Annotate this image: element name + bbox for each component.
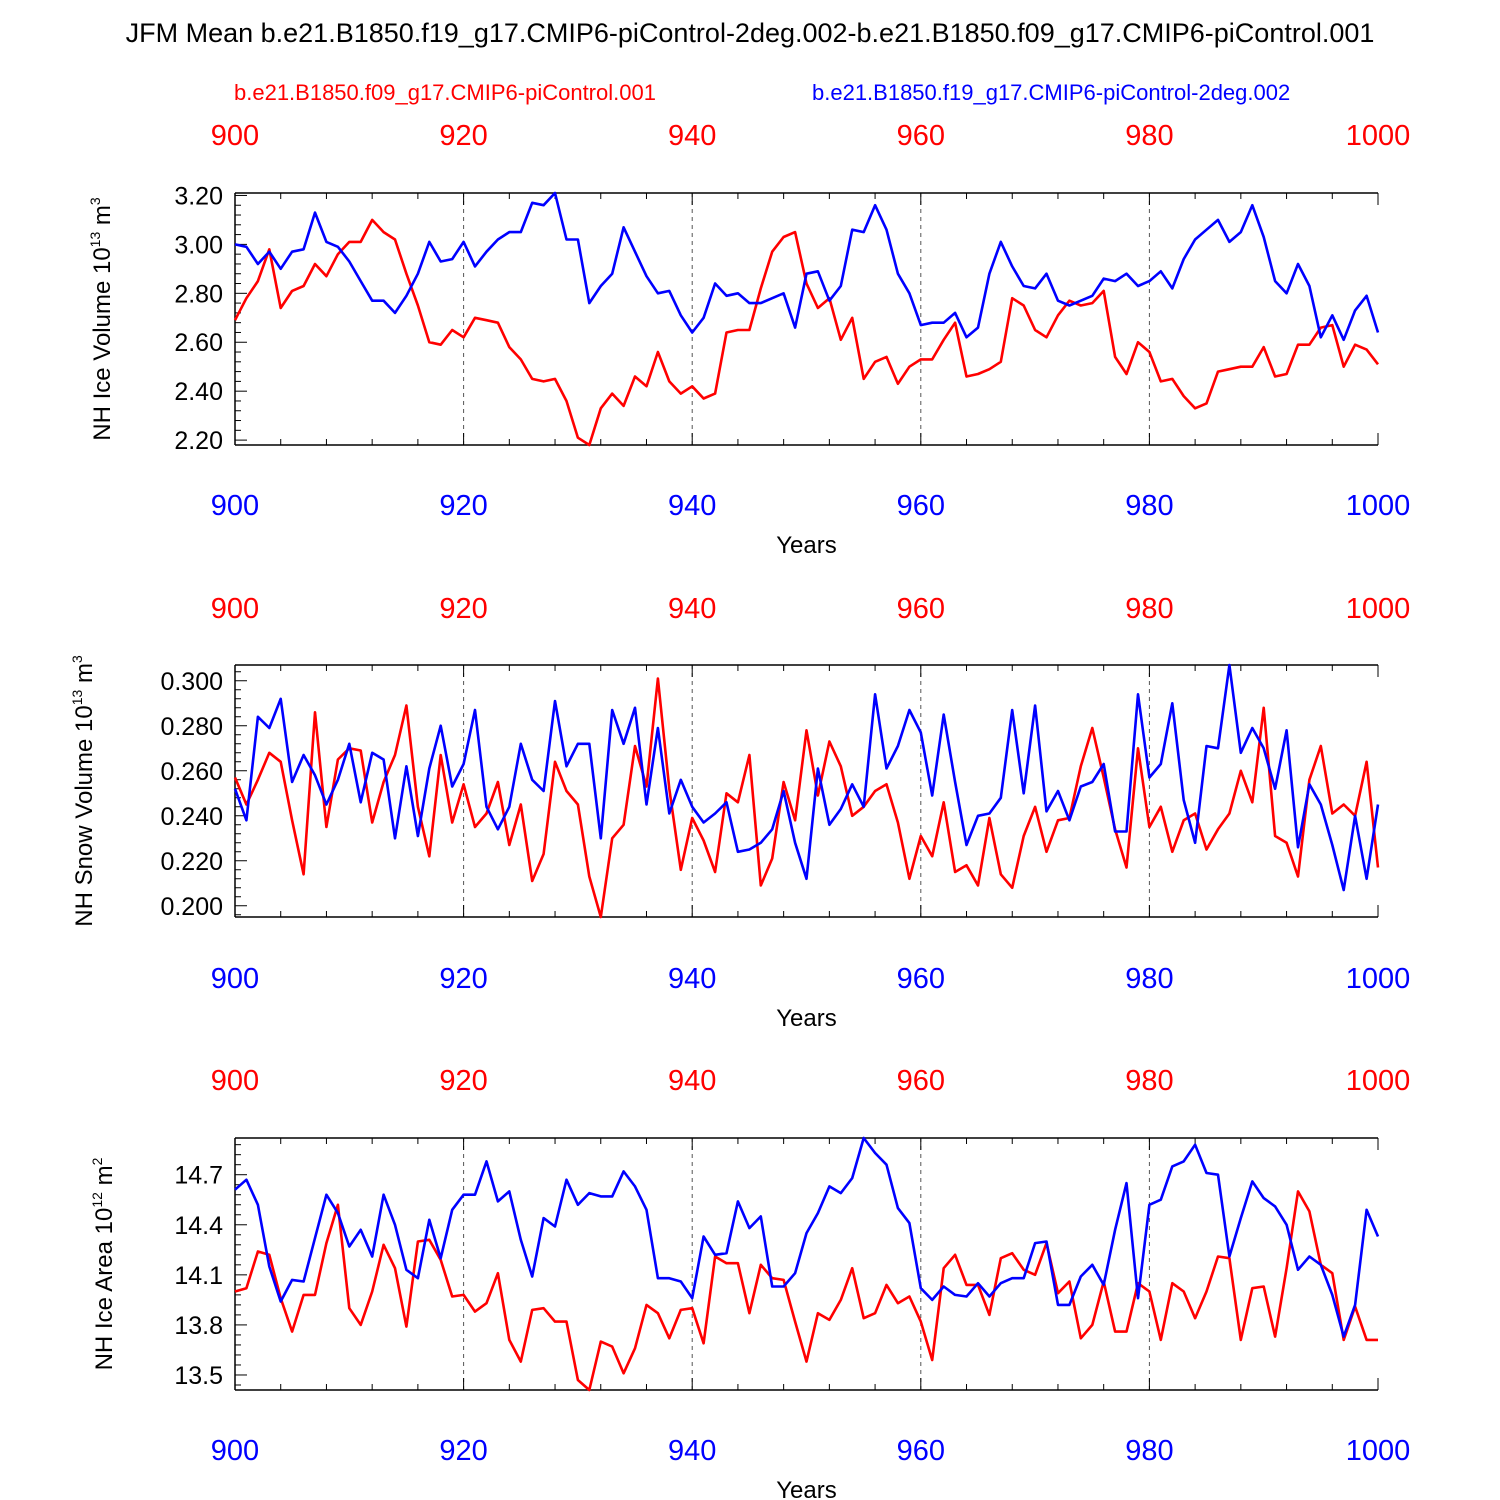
y-tick-label: 0.220	[160, 848, 223, 876]
series-line-red	[234, 1190, 1378, 1392]
x-tick-label-top: 940	[668, 120, 716, 152]
y-tick-label: 14.7	[174, 1162, 223, 1190]
x-tick-label-top: 900	[211, 120, 259, 152]
y-axis-title: NH Ice Area 1012 m2	[89, 1157, 118, 1370]
x-tick-label-top: 980	[1125, 593, 1173, 625]
x-tick-label-bottom: 1000	[1346, 490, 1411, 522]
y-tick-label: 13.5	[174, 1362, 223, 1390]
y-tick-label: 0.300	[160, 668, 223, 696]
legend-blue-entry: b.e21.B1850.f19_g17.CMIP6-piControl-2deg…	[812, 80, 1291, 105]
x-tick-label-bottom: 960	[897, 490, 945, 522]
x-tick-label-top: 900	[211, 1065, 259, 1097]
x-tick-label-bottom: 920	[439, 963, 487, 995]
x-tick-label-bottom: 920	[439, 1435, 487, 1467]
x-tick-label-bottom: 900	[211, 490, 259, 522]
y-tick-label: 14.1	[174, 1262, 223, 1290]
x-tick-label-bottom: 940	[668, 490, 716, 522]
x-axis-title: Years	[776, 1005, 837, 1032]
x-tick-label-bottom: 940	[668, 963, 716, 995]
y-tick-label: 13.8	[174, 1312, 223, 1340]
x-tick-label-bottom: 980	[1125, 1435, 1173, 1467]
y-tick-label: 0.280	[160, 713, 223, 741]
x-tick-label-top: 900	[211, 593, 259, 625]
x-tick-label-bottom: 920	[439, 490, 487, 522]
x-tick-label-bottom: 940	[668, 1435, 716, 1467]
x-tick-label-bottom: 980	[1125, 490, 1173, 522]
x-axis-title: Years	[776, 532, 837, 559]
y-tick-label: 0.240	[160, 803, 223, 831]
y-tick-label: 14.4	[174, 1212, 223, 1240]
y-tick-label: 2.20	[174, 427, 223, 455]
x-tick-label-bottom: 900	[211, 1435, 259, 1467]
x-tick-label-top: 1000	[1346, 1065, 1411, 1097]
x-tick-label-top: 920	[439, 593, 487, 625]
x-axis-title: Years	[776, 1477, 837, 1500]
x-tick-label-top: 960	[897, 1065, 945, 1097]
x-tick-label-bottom: 980	[1125, 963, 1173, 995]
x-tick-label-top: 920	[439, 120, 487, 152]
x-tick-label-top: 940	[668, 1065, 716, 1097]
legend-red-entry: b.e21.B1850.f09_g17.CMIP6-piControl.001	[234, 80, 656, 105]
y-axis-title: NH Ice Volume 1013 m3	[87, 197, 116, 441]
x-tick-label-top: 920	[439, 1065, 487, 1097]
x-tick-label-bottom: 1000	[1346, 1435, 1411, 1467]
x-tick-label-bottom: 900	[211, 963, 259, 995]
x-tick-label-top: 960	[897, 593, 945, 625]
series-line-red	[233, 677, 1380, 919]
x-tick-label-bottom: 1000	[1346, 963, 1411, 995]
series-line-blue	[233, 663, 1380, 892]
y-tick-label: 0.260	[160, 758, 223, 786]
y-tick-label: 2.40	[174, 378, 223, 406]
x-tick-label-top: 1000	[1346, 120, 1411, 152]
x-tick-label-bottom: 960	[897, 963, 945, 995]
series-line-blue	[234, 1136, 1380, 1338]
x-tick-label-top: 940	[668, 593, 716, 625]
y-tick-label: 0.200	[160, 893, 223, 921]
y-axis-title: NH Snow Volume 1013 m3	[69, 655, 98, 927]
y-tick-label: 2.80	[174, 280, 223, 308]
x-tick-label-top: 980	[1125, 1065, 1173, 1097]
x-tick-label-top: 980	[1125, 120, 1173, 152]
series-line-red	[233, 218, 1380, 447]
series-line-blue	[234, 191, 1380, 342]
x-tick-label-bottom: 960	[897, 1435, 945, 1467]
y-tick-label: 3.20	[174, 182, 223, 210]
chart-title: JFM Mean b.e21.B1850.f19_g17.CMIP6-piCon…	[125, 18, 1375, 48]
y-tick-label: 3.00	[174, 231, 223, 259]
x-tick-label-top: 960	[897, 120, 945, 152]
x-tick-label-top: 1000	[1346, 593, 1411, 625]
y-tick-label: 2.60	[174, 329, 223, 357]
